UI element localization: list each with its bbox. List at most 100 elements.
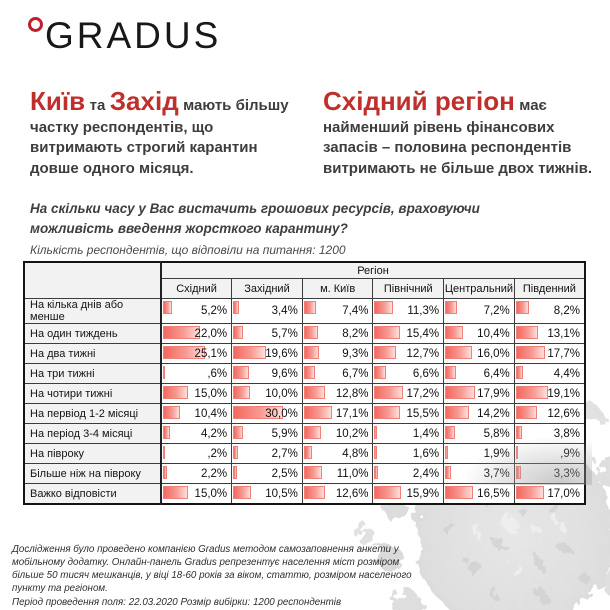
value-text: 4,4% <box>553 367 580 380</box>
value-text: 6,7% <box>342 367 369 380</box>
row-label: На три тижні <box>23 363 162 384</box>
value-cell: 25,1% <box>160 343 233 364</box>
value-cell: 2,5% <box>231 463 303 484</box>
value-text: 3,3% <box>553 467 580 480</box>
value-text: 19,6% <box>265 347 298 360</box>
value-text: 19,1% <box>547 387 580 400</box>
value-cell: 5,2% <box>160 298 233 324</box>
value-text: 12,6% <box>335 487 369 500</box>
data-bar <box>163 406 181 419</box>
data-bar <box>374 486 402 499</box>
insight-right-lead: має <box>519 97 547 114</box>
methodology-text: Дослідження було проведено компанією Gra… <box>12 544 412 594</box>
data-bar <box>515 426 523 439</box>
value-text: 8,2% <box>553 305 580 317</box>
value-text: 1,4% <box>412 427 440 440</box>
value-cell: 3,7% <box>443 463 515 484</box>
value-cell: 12,6% <box>513 403 586 424</box>
value-text: 15,9% <box>406 487 440 500</box>
data-bar <box>303 326 318 339</box>
value-cell: 17,1% <box>301 403 374 424</box>
value-text: 7,4% <box>342 305 369 317</box>
insight-left-connector: та <box>89 97 106 114</box>
data-bar <box>445 346 472 359</box>
data-bar <box>233 406 284 419</box>
value-cell: 3,8% <box>513 423 586 444</box>
gradus-logo: GRADUS <box>28 14 221 58</box>
value-text: 4,2% <box>200 427 228 440</box>
data-bar <box>163 366 165 379</box>
insights-row: Київ та Захід мають більшу частку респон… <box>30 86 592 179</box>
data-bar <box>445 366 456 379</box>
column-header: Центральний <box>443 278 515 299</box>
value-cell: 22,0% <box>160 323 233 344</box>
data-bar <box>445 466 452 479</box>
data-bar <box>374 406 401 419</box>
insight-left-lead: мають більшу <box>183 97 289 114</box>
row-label: На півроку <box>23 443 162 464</box>
value-cell: 2,7% <box>231 443 303 464</box>
value-text: 16,5% <box>477 487 510 500</box>
value-cell: 14,2% <box>443 403 515 424</box>
value-cell: 13,1% <box>513 323 586 344</box>
data-bar <box>303 346 320 359</box>
value-cell: 5,8% <box>443 423 515 444</box>
value-cell: 3,4% <box>231 298 303 324</box>
value-text: 22,0% <box>194 327 228 340</box>
value-text: 15,0% <box>194 387 228 400</box>
insight-left-highlight-2: Захід <box>109 86 179 116</box>
value-cell: 1,4% <box>372 423 445 444</box>
table-row: На один тиждень 22,0% 5,7% 8,2% 15,4% 10,4% 13… <box>23 323 586 344</box>
value-text: 1,9% <box>483 447 510 460</box>
value-cell: 9,6% <box>231 363 303 384</box>
value-cell: 12,8% <box>301 383 374 404</box>
data-bar <box>445 486 473 499</box>
column-header: Південний <box>513 278 586 299</box>
value-cell: 15,4% <box>372 323 445 344</box>
value-text: 16,0% <box>477 347 510 360</box>
data-bar <box>445 406 469 419</box>
table-row: На первіод 1-2 місяці 10,4% 30,0% 17,1% 15,5… <box>23 403 586 424</box>
table-row: На три тижні ,6% 9,6% 6,7% 6,6% 6,4% 4,4% <box>23 363 586 384</box>
value-cell: 11,3% <box>372 298 445 324</box>
data-bar <box>374 386 404 399</box>
insight-right-body: найменший рівень фінансових запасів – по… <box>323 119 593 177</box>
value-text: 11,3% <box>407 305 440 317</box>
data-bar <box>233 366 250 379</box>
data-bar <box>515 301 530 314</box>
insight-left-highlight-1: Київ <box>30 86 86 116</box>
value-text: 5,9% <box>271 427 298 440</box>
value-text: 12,8% <box>335 387 369 400</box>
row-label: На один тиждень <box>23 323 162 344</box>
value-text: 25,1% <box>194 347 228 360</box>
value-text: 9,3% <box>342 347 369 360</box>
survey-question-subtitle: Кількість респондентів, що відповіли на … <box>30 242 346 257</box>
data-bar <box>303 426 321 439</box>
column-header: м. Київ <box>301 278 374 299</box>
value-cell: 10,4% <box>160 403 233 424</box>
value-cell: 12,7% <box>372 343 445 364</box>
value-cell: 30,0% <box>231 403 303 424</box>
value-cell: 4,4% <box>513 363 586 384</box>
value-cell: 15,5% <box>372 403 445 424</box>
data-bar <box>515 366 524 379</box>
value-text: 13,1% <box>547 327 580 340</box>
value-text: 14,2% <box>477 407 510 420</box>
value-text: 11,0% <box>336 467 369 480</box>
value-cell: 5,7% <box>231 323 303 344</box>
value-text: 17,9% <box>477 387 510 400</box>
data-bar <box>233 326 243 339</box>
value-text: 2,4% <box>412 467 440 480</box>
value-text: 9,6% <box>271 367 298 380</box>
value-text: 15,0% <box>194 487 228 500</box>
value-text: 6,4% <box>483 367 510 380</box>
logo-text: GRADUS <box>45 15 222 56</box>
data-bar <box>303 486 325 499</box>
value-cell: 16,0% <box>443 343 515 364</box>
table-corner-cell <box>23 261 162 299</box>
value-cell: 3,3% <box>513 463 586 484</box>
data-bar <box>515 406 537 419</box>
row-label: Більше ніж на півроку <box>23 463 162 484</box>
data-bar <box>163 446 165 459</box>
